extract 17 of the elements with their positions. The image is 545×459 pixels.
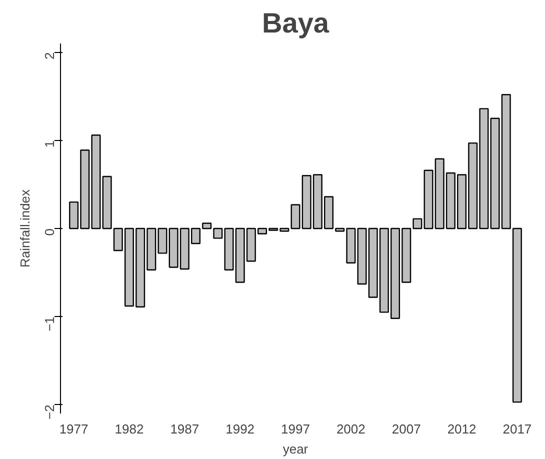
x-tick-label: 2002 [336, 422, 366, 436]
x-tick-label: 1982 [114, 422, 144, 436]
x-tick-label: 2012 [447, 422, 476, 436]
x-tick-label: 1977 [59, 422, 88, 436]
y-tick-label: −2 [42, 404, 57, 420]
x-tick-label: 2007 [392, 422, 421, 436]
y-tick-label: −1 [42, 316, 57, 332]
x-tick-label: 1997 [281, 422, 310, 436]
x-axis-title: year [282, 442, 309, 456]
chart-title: Baya [262, 8, 330, 38]
y-tick-label: 2 [42, 52, 57, 60]
x-tick-label: 1992 [226, 422, 255, 436]
y-tick-label: 1 [42, 140, 57, 148]
x-tick-label: 1987 [170, 422, 200, 436]
y-axis-title: Rainfall.index [18, 188, 32, 268]
x-tick-label: 2017 [502, 422, 532, 436]
y-tick-label: 0 [42, 228, 57, 236]
